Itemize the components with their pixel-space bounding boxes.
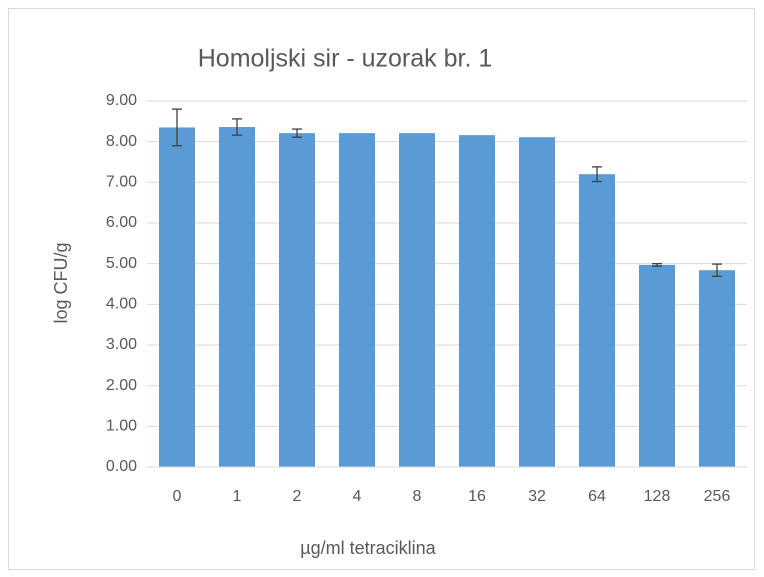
x-tick-label: 128 bbox=[644, 488, 671, 505]
chart-title: Homoljski sir - uzorak br. 1 bbox=[198, 45, 493, 73]
bar bbox=[519, 137, 555, 467]
y-tick-label: 8.00 bbox=[106, 133, 137, 150]
bar bbox=[699, 270, 735, 467]
y-tick-label: 6.00 bbox=[106, 214, 137, 231]
y-tick-label: 1.00 bbox=[106, 418, 137, 435]
y-tick-label: 4.00 bbox=[106, 296, 137, 313]
error-bar bbox=[292, 128, 302, 138]
error-bar bbox=[712, 263, 722, 277]
y-axis-title: log CFU/g bbox=[51, 242, 71, 323]
y-tick-label: 3.00 bbox=[106, 336, 137, 353]
bar bbox=[159, 127, 195, 467]
x-tick-label: 16 bbox=[468, 488, 486, 505]
x-tick-label: 1 bbox=[233, 488, 242, 505]
bar bbox=[279, 133, 315, 468]
y-tick-label: 5.00 bbox=[106, 255, 137, 272]
chart-border bbox=[8, 8, 755, 570]
error-bar bbox=[652, 263, 662, 267]
x-tick-label: 64 bbox=[588, 488, 606, 505]
error-bar bbox=[592, 166, 602, 183]
bar bbox=[219, 127, 255, 467]
x-tick-label: 4 bbox=[353, 488, 362, 505]
y-tick-label: 7.00 bbox=[106, 174, 137, 191]
bar bbox=[399, 133, 435, 468]
y-tick-label: 9.00 bbox=[106, 92, 137, 109]
x-axis-title: µg/ml tetraciklina bbox=[300, 538, 436, 558]
x-tick-label: 0 bbox=[173, 488, 182, 505]
x-tick-label: 32 bbox=[528, 488, 546, 505]
error-bar bbox=[232, 118, 242, 136]
x-tick-label: 8 bbox=[413, 488, 422, 505]
x-tick-label: 2 bbox=[293, 488, 302, 505]
y-tick-label: 2.00 bbox=[106, 377, 137, 394]
bar bbox=[339, 133, 375, 468]
bar bbox=[459, 135, 495, 467]
error-bar bbox=[172, 108, 182, 147]
y-tick-label: 0.00 bbox=[106, 458, 137, 475]
bar bbox=[579, 174, 615, 467]
bar bbox=[639, 264, 675, 467]
x-tick-label: 256 bbox=[704, 488, 731, 505]
